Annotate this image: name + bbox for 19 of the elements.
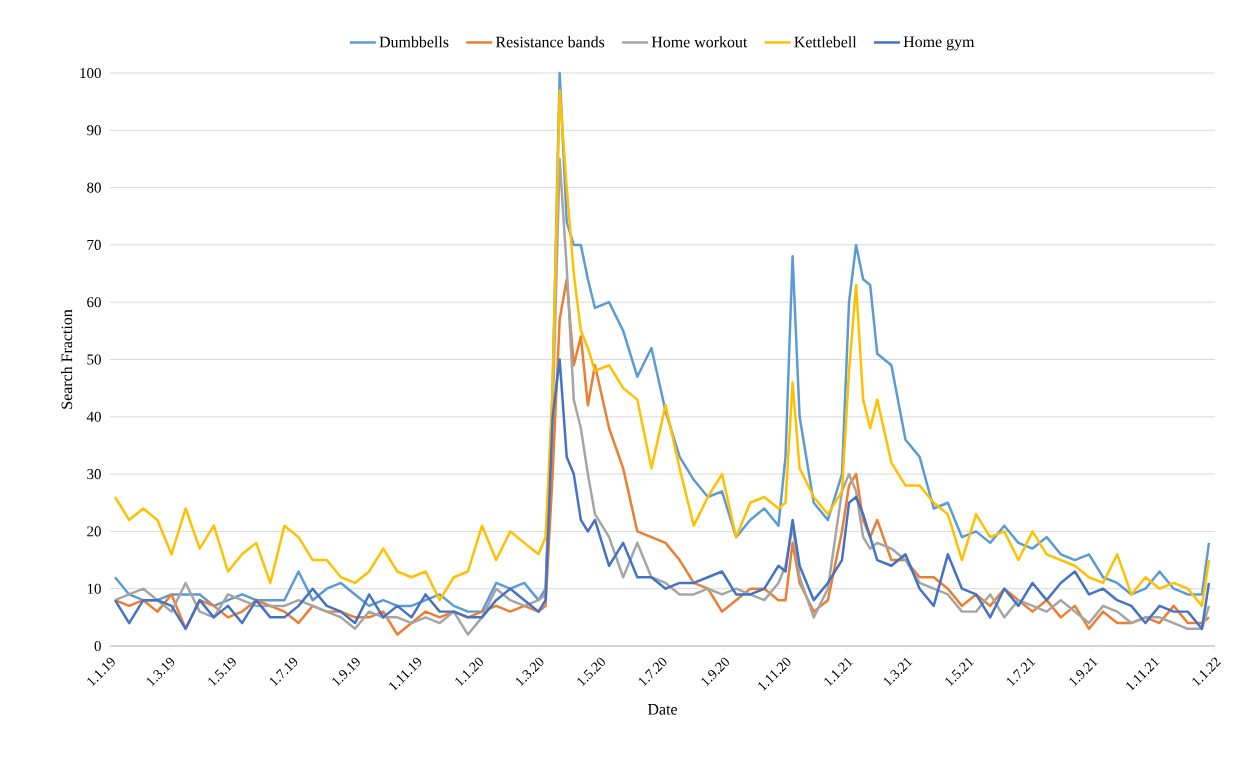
y-tick-label: 10 xyxy=(87,583,101,594)
y-tick-label: 100 xyxy=(80,67,101,79)
legend-label: Resistance bands xyxy=(495,36,605,48)
y-tick-label: 40 xyxy=(86,411,101,422)
y-tick-label: 20 xyxy=(87,526,101,537)
legend-label: Kettlebell xyxy=(794,36,857,48)
y-tick-label: 90 xyxy=(87,125,101,136)
x-axis-title: Date xyxy=(647,704,677,715)
y-axis-title: Search Fraction xyxy=(61,309,73,409)
line-series xyxy=(113,358,1211,631)
y-tick-label: 60 xyxy=(87,297,101,308)
y-tick-label: 70 xyxy=(87,239,101,250)
y-tick-label: 0 xyxy=(94,640,101,652)
legend-label: Home workout xyxy=(651,36,748,48)
y-tick-label: 50 xyxy=(87,354,101,365)
y-tick-label: 30 xyxy=(87,469,101,480)
legend-label: Home gym xyxy=(903,36,975,51)
y-tick-label: 80 xyxy=(87,182,101,193)
legend-label: Dumbbells xyxy=(379,36,449,48)
